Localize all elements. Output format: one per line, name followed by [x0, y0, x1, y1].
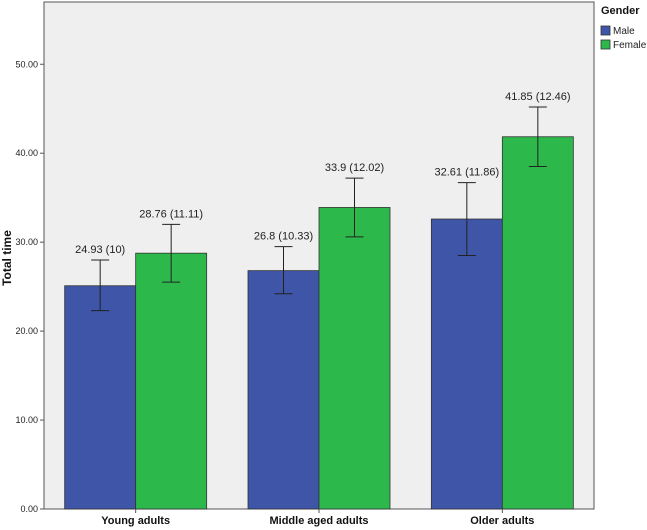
legend-label-male: Male [613, 26, 635, 37]
y-tick-label: 10.00 [15, 415, 38, 425]
bar-male [247, 270, 320, 510]
data-label: 41.85 (12.46) [505, 91, 570, 103]
legend-title: Gender [601, 5, 640, 17]
x-category-label: Young adults [101, 515, 170, 527]
data-label: 28.76 (11.11) [139, 208, 203, 220]
y-tick-label: 0.00 [20, 504, 38, 514]
legend: Gender Male Female [600, 5, 647, 51]
data-label: 24.93 (10) [75, 244, 125, 256]
bar-male [64, 285, 137, 510]
bar-female [501, 136, 574, 510]
y-axis-label: Total time [0, 230, 14, 286]
x-category-label: Middle aged adults [269, 515, 368, 527]
x-category-label: Older adults [470, 515, 534, 527]
bar-male [430, 218, 503, 510]
y-tick-label: 30.00 [15, 237, 38, 247]
y-tick-label: 50.00 [15, 59, 38, 69]
data-label: 33.9 (12.02) [325, 162, 384, 174]
data-label: 32.61 (11.86) [435, 167, 500, 179]
legend-label-female: Female [613, 40, 647, 51]
legend-swatch-female [600, 39, 611, 50]
data-label: 26.8 (10.33) [254, 231, 313, 243]
y-tick-label: 40.00 [15, 148, 38, 158]
y-tick-label: 20.00 [15, 326, 38, 336]
legend-swatch-male [600, 25, 611, 36]
bar-female [318, 207, 391, 510]
bar-female [135, 252, 208, 510]
